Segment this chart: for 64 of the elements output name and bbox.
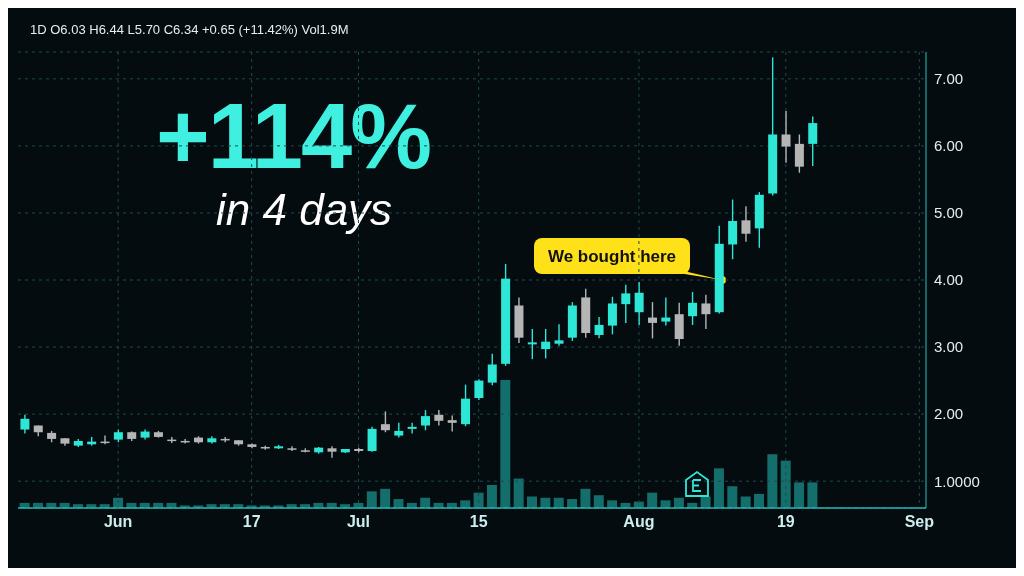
y-tick-label: 3.00 [934,338,964,356]
candlestick [541,328,551,360]
candlestick [808,115,818,167]
bar [500,380,511,508]
candlestick [554,323,564,347]
bar [740,496,751,508]
chart-subtitle: 1D O6.03 H6.44 L5.70 C6.34 +0.65 (+11.42%) Vol1.9M [30,22,349,37]
y-tick-label: 7.00 [934,70,964,88]
candlestick [701,294,711,330]
x-tick-label: Jul [346,513,371,531]
x-tick-label: Aug [623,513,655,531]
x-tick-label: Sep [904,513,935,531]
candlestick [621,283,631,324]
bar [713,468,724,508]
bar [754,493,765,508]
candlestick [741,205,751,243]
bar [647,492,658,508]
y-tick-label: 1.0000 [934,472,980,490]
x-tick-label: Jun [103,513,133,531]
bar [607,500,618,508]
bar [727,486,738,508]
bar [780,460,791,508]
x-tick-label: 15 [469,513,488,531]
bar [767,454,778,508]
candlestick [327,445,337,459]
bar [380,488,391,508]
candlestick [420,409,430,431]
candlestick [661,296,671,327]
candlestick [487,353,497,386]
bar [366,491,377,508]
y-tick-label: 5.00 [934,204,964,222]
candlestick [594,316,604,340]
candlestick [728,198,738,260]
y-tick-label: 4.00 [934,271,964,289]
bar [460,500,471,508]
candlestick [407,422,417,435]
y-tick-label: 6.00 [934,137,964,155]
bar [807,482,818,508]
candlestick [474,378,484,401]
bar [513,478,524,508]
candlestick [380,410,390,433]
bar [660,500,671,508]
x-tick-label: 17 [242,513,261,531]
bar [593,495,604,508]
candlestick [634,281,644,326]
annotation: in 4 days [216,185,393,234]
annotation: We bought here [547,247,677,266]
candlestick [367,426,377,453]
candlestick [20,414,30,435]
y-tick-label: 2.00 [934,405,964,423]
candlestick [527,328,537,360]
candlestick [688,291,698,326]
x-tick-label: 19 [776,513,795,531]
candlestick [447,414,457,433]
candlestick [794,133,804,174]
candlestick [434,409,444,427]
candlestick [607,296,617,336]
bar [486,484,497,508]
bar [527,496,538,508]
candlestick [647,301,657,340]
candlestick [781,110,791,164]
bar [794,482,805,508]
annotation: +114% [156,85,430,187]
bar [580,488,591,508]
